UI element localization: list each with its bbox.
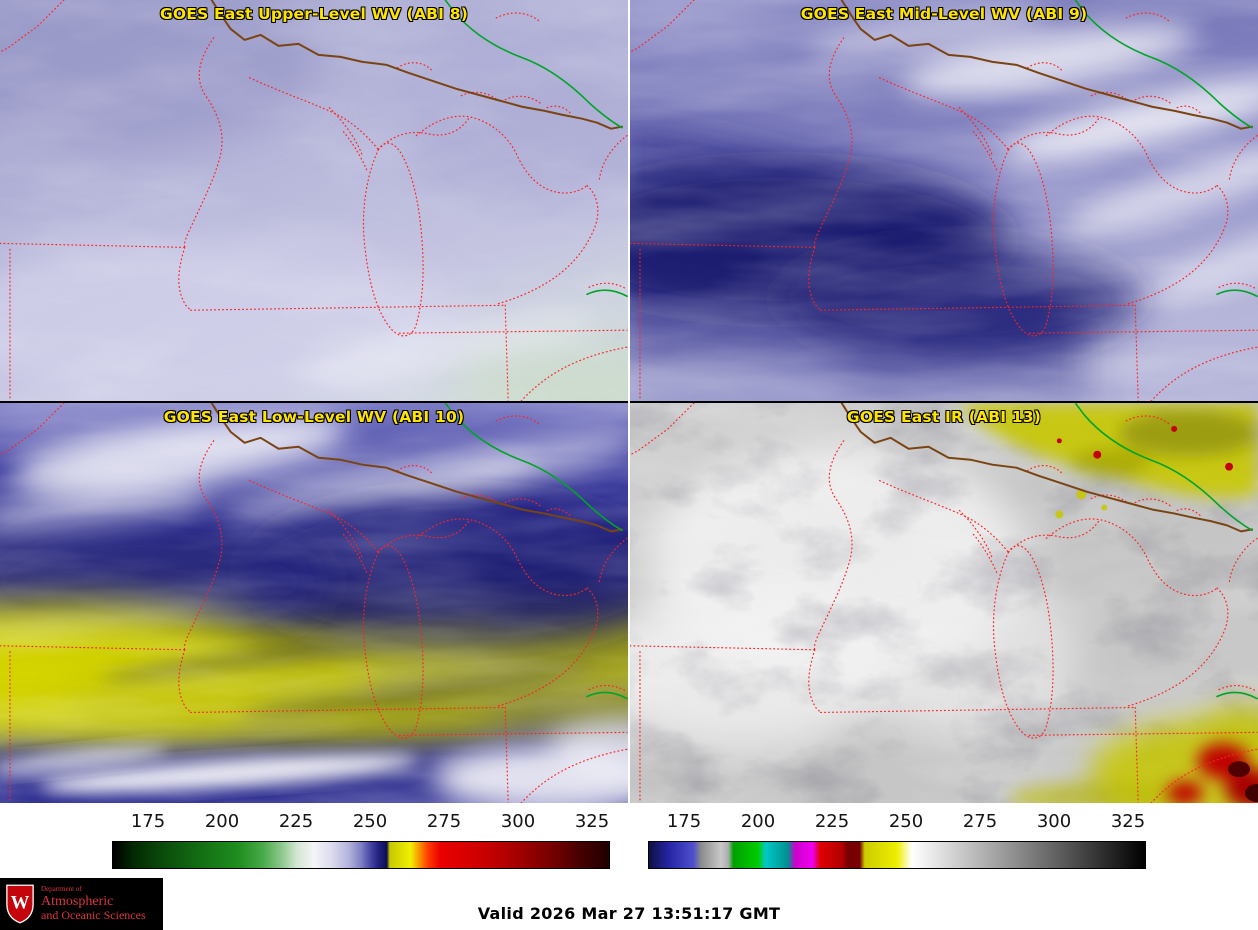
- tick-label: 250: [352, 811, 388, 832]
- logo-text: Department of Atmospheric and Oceanic Sc…: [41, 886, 146, 922]
- tick-label: 325: [574, 811, 610, 832]
- panel-title-low-wv: GOES East Low-Level WV (ABI 10): [163, 408, 465, 426]
- logo-oceanic-line: and Oceanic Sciences: [41, 907, 146, 922]
- tick-label: 175: [130, 811, 166, 832]
- panel-ir: GOES East IR (ABI 13): [630, 401, 1258, 803]
- tick-label: 325: [1110, 811, 1146, 832]
- tick-label: 300: [1036, 811, 1072, 832]
- tick-label: 200: [204, 811, 240, 832]
- logo-atmospheric-line: Atmospheric: [41, 893, 114, 909]
- wv-colorbar: 175 200 225 250 275 300 325: [112, 811, 610, 869]
- wv-colorbar-ticks: 175 200 225 250 275 300 325: [112, 811, 610, 837]
- ir-colorbar: 175 200 225 250 275 300 325: [648, 811, 1146, 869]
- panel-title-mid-wv: GOES East Mid-Level WV (ABI 9): [800, 5, 1088, 23]
- tick-label: 275: [426, 811, 462, 832]
- logo-department-line: Department of: [41, 885, 82, 894]
- panel-title-upper-wv: GOES East Upper-Level WV (ABI 8): [159, 5, 469, 23]
- tick-label: 300: [500, 811, 536, 832]
- uw-crest-icon: W: [6, 884, 34, 924]
- crest-letter: W: [11, 893, 30, 914]
- panel-upper-level-wv: GOES East Upper-Level WV (ABI 8): [0, 0, 628, 401]
- tick-label: 175: [666, 811, 702, 832]
- ir-colorbar-ticks: 175 200 225 250 275 300 325: [648, 811, 1146, 837]
- panel-mid-level-wv: GOES East Mid-Level WV (ABI 9): [630, 0, 1258, 401]
- ir-colorbar-gradient: [648, 841, 1146, 869]
- tick-label: 225: [278, 811, 314, 832]
- satellite-image-ir: [630, 403, 1258, 803]
- satellite-image-upper-wv: [0, 0, 628, 401]
- uw-aos-logo: W Department of Atmospheric and Oceanic …: [0, 878, 163, 930]
- panel-low-level-wv: GOES East Low-Level WV (ABI 10): [0, 401, 628, 803]
- wv-colorbar-gradient: [112, 841, 610, 869]
- tick-label: 250: [888, 811, 924, 832]
- satellite-image-low-wv: [0, 403, 628, 803]
- valid-time: Valid 2026 Mar 27 13:51:17 GMT: [477, 904, 781, 923]
- tick-label: 275: [962, 811, 998, 832]
- quad-panel-grid: GOES East Upper-Level WV (ABI 8): [0, 0, 1258, 803]
- tick-label: 200: [740, 811, 776, 832]
- satellite-image-mid-wv: [630, 0, 1258, 401]
- tick-label: 225: [814, 811, 850, 832]
- panel-title-ir: GOES East IR (ABI 13): [846, 408, 1042, 426]
- footer: 175 200 225 250 275 300 325 175 200 225 …: [0, 803, 1258, 930]
